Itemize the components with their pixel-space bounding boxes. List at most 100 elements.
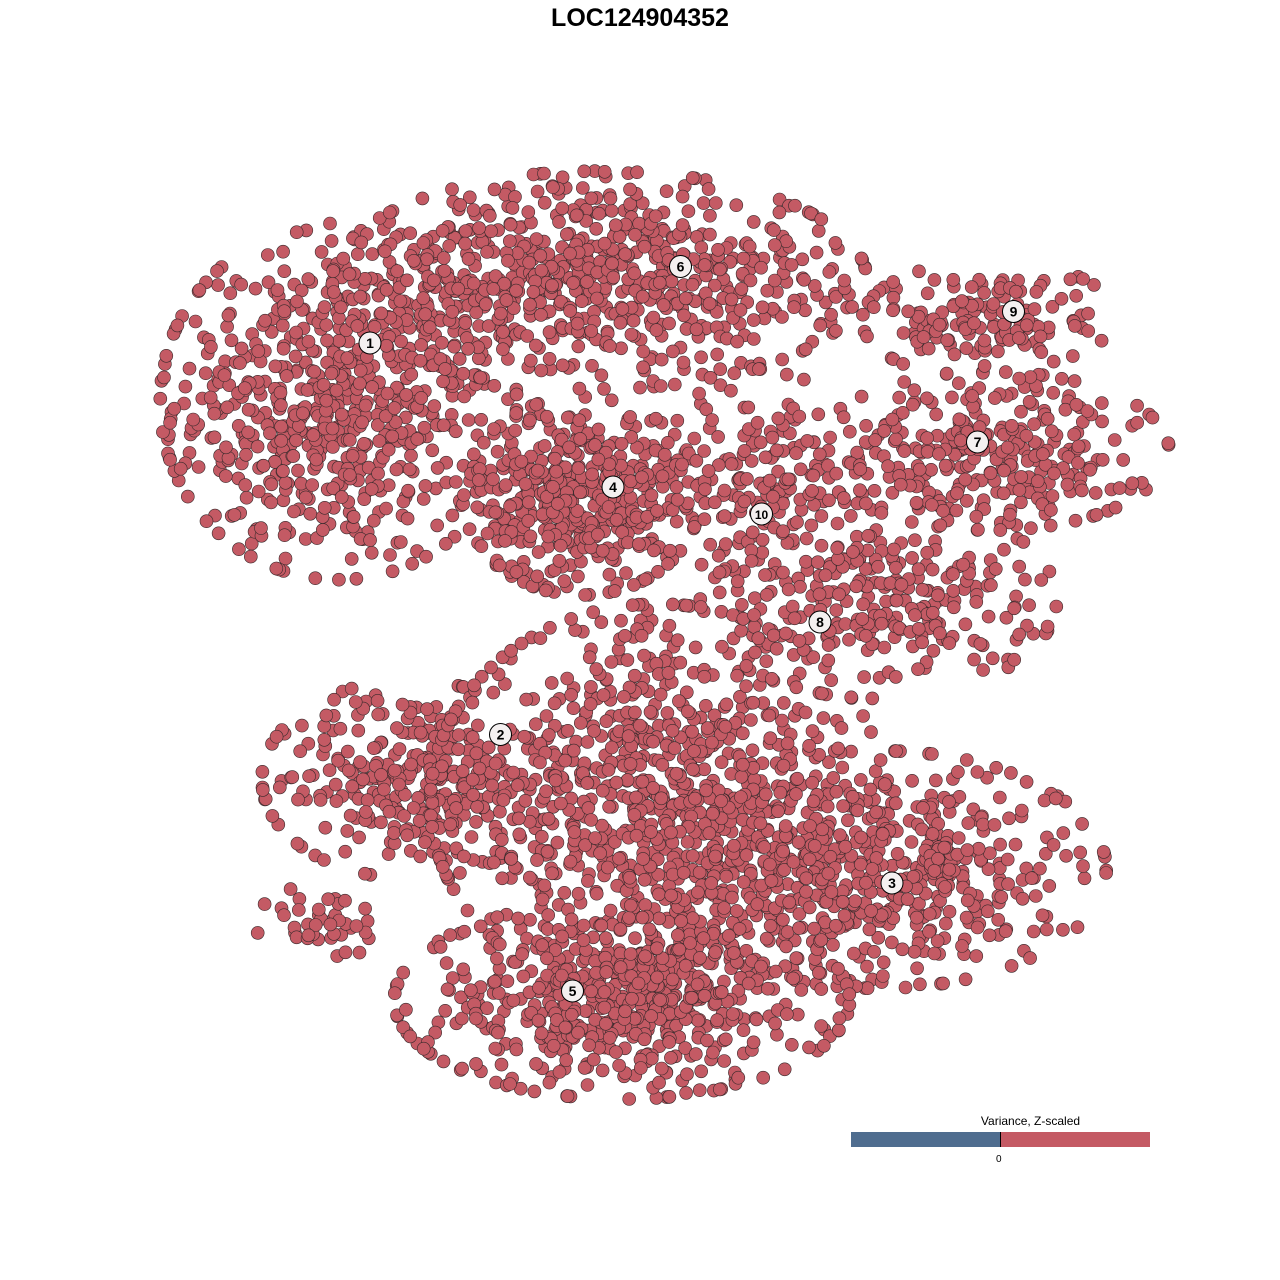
data-point-cluster-3: [826, 938, 840, 952]
data-point-cluster-3: [910, 961, 924, 976]
data-point-cluster-8: [1007, 652, 1022, 667]
data-point-cluster-5: [491, 1025, 505, 1040]
data-point-cluster-4: [553, 538, 568, 553]
data-point-cluster-1: [332, 572, 346, 587]
data-point-cluster-3: [1014, 803, 1029, 818]
data-point-cluster-1: [309, 452, 324, 467]
data-point-cluster-8: [958, 617, 973, 632]
data-point-cluster-1: [414, 391, 429, 405]
data-point-cluster-4: [571, 569, 585, 584]
data-point-cluster-8: [973, 637, 988, 651]
data-point-cluster-5: [750, 897, 765, 912]
data-point-cluster-5: [680, 704, 695, 719]
data-point-cluster-3: [1026, 924, 1041, 939]
data-point-cluster-4: [548, 451, 562, 466]
data-point-cluster-3: [970, 765, 985, 779]
data-point-cluster-3: [961, 816, 976, 830]
data-point-cluster-6: [597, 165, 612, 179]
data-point-cluster-7: [1040, 411, 1055, 426]
data-point-cluster-1: [274, 419, 288, 434]
data-point-cluster-6: [445, 304, 460, 319]
data-point-cluster-4: [552, 553, 567, 568]
data-point-cluster-1: [487, 378, 502, 393]
data-point-cluster-5: [443, 817, 458, 832]
data-point-cluster-5: [816, 711, 831, 725]
data-point-cluster-7: [1019, 428, 1034, 443]
data-point-cluster-5: [758, 787, 773, 802]
data-point-cluster-1: [276, 244, 290, 259]
data-point-cluster-1: [317, 300, 332, 314]
data-point-cluster-6: [493, 306, 508, 321]
data-point-cluster-5: [731, 1070, 746, 1085]
data-point-cluster-2: [413, 725, 428, 740]
data-point-cluster-2: [451, 728, 466, 742]
data-point-cluster-6: [458, 224, 473, 238]
data-point-cluster-5: [746, 1035, 761, 1050]
data-point-cluster-8: [818, 568, 833, 583]
data-point-cluster-5: [560, 1089, 575, 1103]
data-point-cluster-9: [967, 316, 981, 331]
data-point-cluster-5: [518, 793, 533, 808]
data-point-cluster-5: [589, 886, 604, 901]
data-point-cluster-4: [590, 527, 605, 542]
data-point-cluster-5: [486, 685, 501, 700]
data-point-cluster-8: [748, 645, 762, 660]
data-point-cluster-4: [530, 569, 545, 584]
data-point-cluster-1: [241, 402, 256, 417]
data-point-cluster-1: [289, 225, 304, 239]
data-point-cluster-5: [729, 904, 744, 918]
data-point-cluster-5: [553, 796, 568, 811]
data-point-cluster-5: [511, 911, 525, 926]
data-point-cluster-5: [601, 763, 616, 777]
data-point-cluster-6: [694, 350, 708, 365]
data-point-cluster-6: [613, 315, 628, 330]
data-point-cluster-5: [687, 744, 701, 758]
data-point-cluster-8: [874, 616, 889, 631]
data-point-cluster-5: [771, 804, 785, 819]
data-point-cluster-3: [1019, 775, 1034, 789]
data-point-cluster-4: [602, 567, 617, 582]
data-point-cluster-6: [665, 344, 680, 359]
data-point-cluster-9: [1033, 329, 1048, 344]
data-point-cluster-6: [563, 304, 577, 318]
data-point-cluster-6: [822, 265, 837, 279]
data-point-cluster-6: [605, 256, 619, 271]
data-point-cluster-5: [693, 951, 707, 965]
data-point-cluster-3: [1001, 877, 1015, 891]
data-point-cluster-7: [1060, 477, 1075, 492]
data-point-cluster-5: [667, 741, 682, 756]
data-point-cluster-5: [815, 822, 830, 837]
data-point-cluster-5: [697, 762, 712, 777]
data-point-cluster-8: [932, 626, 947, 641]
data-point-cluster-2: [358, 866, 372, 881]
data-point-cluster-7: [1089, 507, 1104, 522]
data-point-cluster-4: [648, 411, 663, 426]
data-point-cluster-3: [955, 939, 969, 953]
data-point-cluster-6: [406, 253, 421, 268]
data-point-cluster-6: [503, 217, 518, 232]
data-point-cluster-4: [635, 470, 649, 485]
data-point-cluster-2: [395, 697, 410, 712]
data-point-cluster-5: [691, 885, 705, 900]
data-point-cluster-7: [993, 523, 1008, 537]
data-point-cluster-2: [352, 830, 366, 845]
data-point-cluster-5: [444, 712, 458, 727]
data-point-cluster-2: [308, 918, 323, 932]
data-point-cluster-8: [887, 542, 901, 557]
data-point-cluster-7: [997, 463, 1011, 478]
data-point-cluster-5: [708, 849, 723, 864]
data-point-cluster-3: [799, 884, 813, 899]
data-point-cluster-1: [317, 500, 332, 515]
data-point-cluster-5: [776, 912, 790, 927]
data-point-cluster-2: [418, 835, 432, 850]
data-point-cluster-3: [905, 773, 919, 788]
data-point-cluster-1: [191, 460, 206, 474]
data-point-cluster-1: [268, 359, 283, 374]
data-point-cluster-5: [539, 784, 553, 799]
data-point-cluster-5: [563, 854, 578, 869]
data-point-cluster-5: [469, 815, 483, 829]
data-point-cluster-3: [1000, 852, 1015, 867]
data-point-cluster-6: [394, 334, 408, 349]
data-point-cluster-5: [780, 1007, 794, 1022]
data-point-cluster-5: [425, 820, 439, 834]
